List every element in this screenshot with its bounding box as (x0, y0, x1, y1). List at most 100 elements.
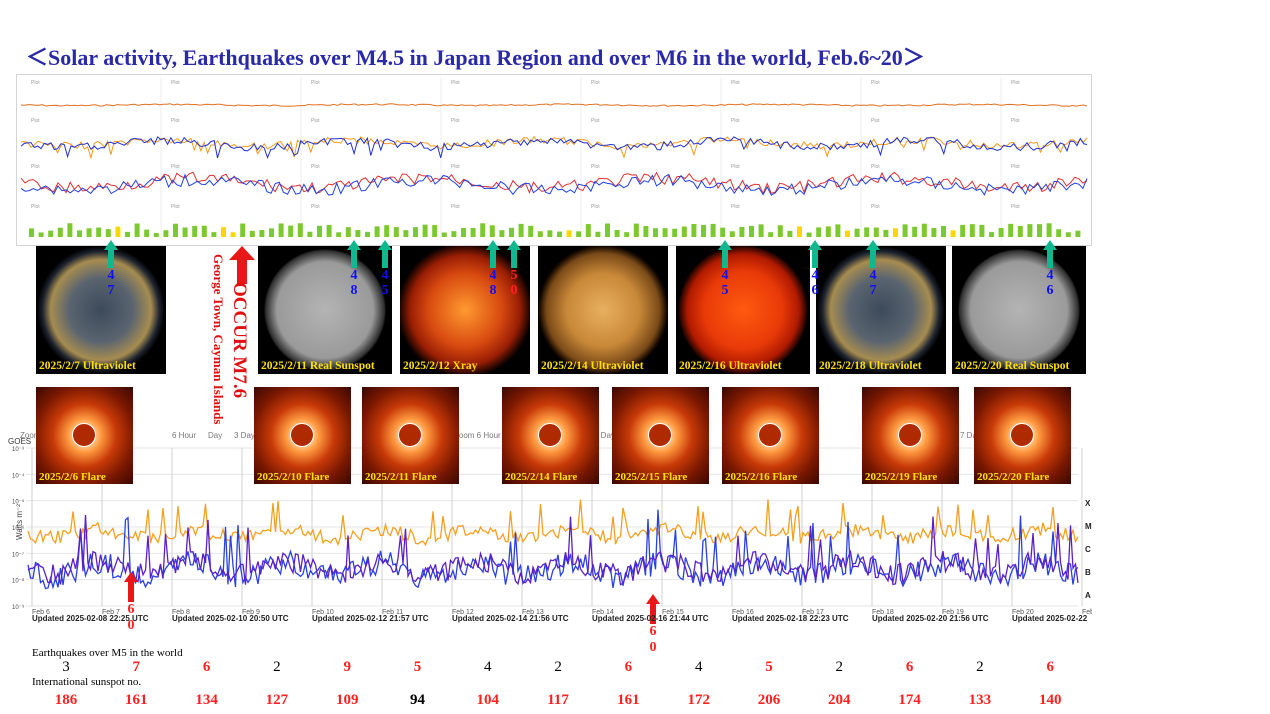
updated-label: Updated 2025-02-12 21:57 UTC (312, 614, 429, 623)
kp-bar (201, 225, 207, 237)
kp-bar (355, 230, 361, 237)
earthquake-count: 6 (202, 659, 211, 675)
zoom-label: Zoom (20, 431, 41, 440)
kp-bar (662, 228, 668, 237)
kp-bar (921, 223, 927, 237)
flare-image: 2025/2/16 Flare (722, 387, 819, 484)
world-quake-arrow-icon (646, 594, 660, 624)
kp-bar (125, 231, 130, 237)
kp-bar (749, 225, 754, 237)
flux-class-label: M (1085, 522, 1092, 531)
solar-image: 2025/2/20 Real Sunspot (952, 246, 1086, 374)
panel-mini-label: Plot (451, 164, 460, 170)
zoom-label: Zoom 6 Hour (454, 431, 501, 440)
xray-date-label: Feb 17 (802, 609, 824, 616)
kp-bar (221, 227, 226, 237)
flux-class-label: B (1085, 568, 1091, 577)
kp-bar (144, 229, 150, 237)
xray-date-label: Feb 6 (32, 609, 50, 616)
xray-flux-chart: 10⁻³ 10⁻⁴ 10⁻⁵ 10⁻⁶ 10⁻⁷ 10⁻⁸ 10⁻⁹ Watts m⁻² A B C… (12, 431, 1104, 616)
kp-bar (941, 225, 946, 237)
kp-bar (173, 223, 178, 237)
panel-mini-label: Plot (1011, 204, 1020, 210)
magnitude-digit: 7 (869, 283, 877, 298)
flare-image-caption: 2025/2/20 Flare (977, 471, 1050, 483)
kp-bar (336, 232, 342, 237)
updated-label: Updated 2025-02-10 20:50 UTC (172, 614, 289, 623)
occulter-disc (72, 423, 96, 447)
magnitude-digit: 5 (381, 283, 389, 298)
occulter-disc (1010, 423, 1034, 447)
kp-bar (461, 227, 466, 237)
sunspot-number: 134 (195, 692, 218, 708)
kp-bar (393, 227, 399, 237)
kp-bar (758, 224, 764, 237)
panel-mini-label: Plot (451, 204, 460, 210)
xray-long-trace (27, 499, 1079, 547)
magnitude-digit: 5 (510, 268, 518, 283)
magnitude-digit: 4 (489, 268, 497, 283)
xray-date-label: Feb 13 (522, 609, 544, 616)
kp-bar (499, 230, 505, 237)
solar-image-caption: 2025/2/16 Ultraviolet (679, 360, 782, 372)
kp-bar (451, 231, 457, 237)
flare-image: 2025/2/11 Flare (362, 387, 459, 484)
earthquake-count: 2 (554, 659, 562, 675)
xray-y-tick: 10⁻⁸ (12, 578, 25, 585)
solar-image: 2025/2/11 Real Sunspot (258, 246, 392, 374)
xray-y-tick: 10⁻⁵ (12, 499, 25, 506)
kp-bar (326, 224, 332, 237)
kp-bar (979, 224, 985, 237)
flare-image-caption: 2025/2/14 Flare (505, 471, 578, 483)
magnitude-digit: 4 (107, 268, 115, 283)
magnitude-digit: 6 (811, 283, 819, 298)
magnitude-digit: 6 (649, 624, 657, 639)
kp-bar (1065, 232, 1071, 237)
panel-mini-label: Plot (591, 164, 600, 170)
bt-trace-blue (20, 173, 1088, 196)
panel-mini-label: Plot (871, 118, 880, 124)
updated-label: Updated 2025-02-14 21:56 UTC (452, 614, 569, 623)
occur-arrow-icon (229, 246, 255, 284)
quake-arrow-icon (347, 240, 361, 268)
kp-bar (384, 225, 390, 237)
magnitude-digit: 4 (350, 268, 358, 283)
sunspot-number: 161 (125, 692, 148, 708)
xray-date-label: Feb 18 (872, 609, 894, 616)
panel-mini-label: Plot (731, 164, 740, 170)
sunspot-number: 140 (1038, 692, 1062, 708)
kp-bar (57, 227, 63, 237)
kp-bar (902, 224, 908, 237)
xray-date-label: Feb 16 (732, 609, 754, 616)
kp-bar (547, 230, 553, 237)
solar-image-caption: 2025/2/14 Ultraviolet (541, 360, 644, 372)
flare-image: 2025/2/19 Flare (862, 387, 959, 484)
earthquake-count: 6 (905, 659, 914, 675)
kp-bar (710, 223, 716, 237)
kp-bar (480, 223, 486, 237)
kp-bar (768, 232, 774, 237)
kp-bar (605, 223, 610, 237)
occulter-disc (290, 423, 314, 447)
panel-mini-label: Plot (871, 164, 880, 170)
zoom-label: Day (208, 431, 222, 440)
quake-arrow-icon (808, 240, 822, 268)
panel-mini-label: Plot (311, 80, 320, 86)
quake-arrow-icon (866, 240, 880, 268)
kp-bar (441, 232, 447, 237)
magnitude-digit: 6 (1046, 283, 1054, 298)
kp-bar (585, 224, 591, 237)
kp-bar (86, 228, 92, 237)
kp-bar (240, 223, 246, 237)
kp-bar (470, 227, 476, 237)
sunspot-row-label: International sunspot no. (32, 676, 142, 688)
kp-bar (806, 232, 812, 237)
kp-bar (998, 227, 1004, 237)
sunspot-number: 109 (335, 692, 359, 708)
panel-mini-label: Plot (311, 204, 320, 210)
kp-bar (825, 226, 831, 237)
wind-speed-trace-blue (20, 136, 1088, 160)
